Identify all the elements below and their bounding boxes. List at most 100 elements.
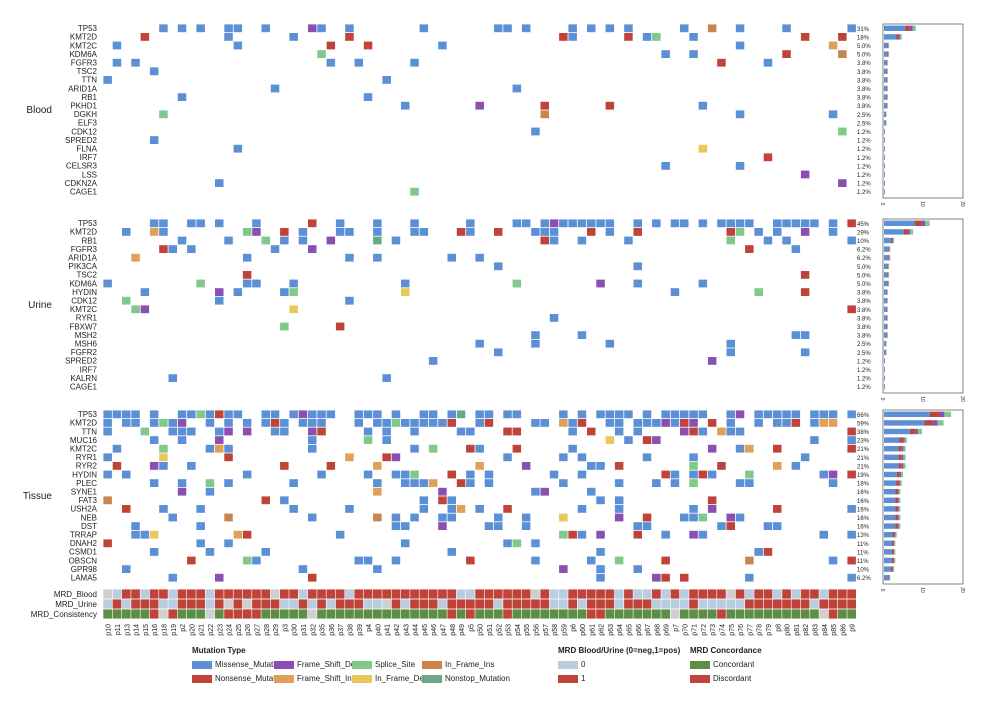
annotation-cell <box>224 599 233 608</box>
annotation-cell <box>494 599 503 608</box>
mutation-cell <box>410 471 419 479</box>
mutation-cell <box>103 453 112 461</box>
bar-axis-tick-urine-20: 20 <box>959 396 965 402</box>
mutation-cell <box>503 539 512 547</box>
mutation-cell <box>159 219 168 227</box>
sample-tick-label: p36 <box>329 624 336 636</box>
gene-bar-segment <box>884 289 887 294</box>
mutation-cell <box>215 574 224 582</box>
legend-label-concordant: Concordant <box>713 660 754 669</box>
bar-axis-tick-tissue-20: 20 <box>959 587 965 593</box>
annotation-cell <box>810 599 819 608</box>
sample-tick-label: p3 <box>282 624 289 632</box>
annotation-cell <box>568 589 577 598</box>
gene-bar-segment <box>884 69 887 74</box>
mutation-cell <box>410 428 419 436</box>
percent-label: 6.2% <box>857 576 871 582</box>
annotation-cell <box>243 609 252 618</box>
gene-bar-segment <box>915 429 918 434</box>
percent-label: 1.2% <box>857 130 871 136</box>
sample-tick-label: p23 <box>217 624 224 636</box>
legend-mrd-title: MRD Blood/Urine (0=neg,1=pos) <box>558 646 688 655</box>
mutation-cell <box>624 33 633 41</box>
gene-bar-segment <box>915 221 921 226</box>
percent-label: 16% <box>857 490 870 496</box>
sample-tick-label: p67 <box>645 624 652 636</box>
gene-bar-segment <box>898 489 899 494</box>
mutation-cell <box>150 436 159 444</box>
mutation-cell <box>708 445 717 453</box>
annotation-cell <box>699 609 708 618</box>
mutation-cell <box>224 33 233 41</box>
sample-tick-label: p48 <box>450 624 457 636</box>
sample-tick-label: p66 <box>636 624 643 636</box>
annotation-cell <box>485 609 494 618</box>
mutation-cell <box>652 219 661 227</box>
gene-bar-segment <box>899 463 902 468</box>
annotation-cell <box>438 589 447 598</box>
annotation-cell <box>596 589 605 598</box>
mutation-cell <box>708 505 717 513</box>
gene-bar-segment <box>904 229 908 234</box>
annotation-cell <box>364 609 373 618</box>
mutation-cell <box>606 436 615 444</box>
sample-tick-label: p18 <box>161 624 168 636</box>
gene-label: LAMA5 <box>71 574 98 583</box>
mutation-cell <box>262 24 271 32</box>
sample-tick-label: p52 <box>496 624 503 636</box>
annotation-cell <box>633 599 642 608</box>
mutation-cell <box>271 85 280 93</box>
percent-label: 1.2% <box>857 190 871 196</box>
mutation-cell <box>169 374 178 382</box>
percent-label: 29% <box>857 230 870 236</box>
mutation-cell <box>541 237 550 245</box>
mutation-cell <box>122 471 131 479</box>
gene-bar-segment <box>884 455 899 460</box>
legend-item-concordant: Concordant <box>690 660 754 669</box>
gene-bar-segment <box>908 229 910 234</box>
mutation-cell <box>792 245 801 253</box>
mutation-cell <box>401 280 410 288</box>
annotation-cell <box>252 589 261 598</box>
gene-bar-segment <box>884 506 895 511</box>
gene-bar-segment <box>887 298 888 303</box>
mutation-cell <box>392 419 401 427</box>
sample-tick-label: p27 <box>254 624 261 636</box>
sample-tick-label: p59 <box>561 624 568 636</box>
percent-label: 2.5% <box>857 121 871 127</box>
annotation-cell <box>438 609 447 618</box>
mutation-cell <box>494 228 503 236</box>
sample-tick-label: p6 <box>571 624 578 632</box>
mutation-cell <box>727 410 736 418</box>
annotation-cell <box>726 609 735 618</box>
annotation-cell <box>382 589 391 598</box>
annotation-cell <box>336 589 345 598</box>
legend-label-fs-ins: Frame_Shift_Ins <box>297 674 356 683</box>
mutation-cell <box>131 531 140 539</box>
percent-label: 11% <box>857 542 869 548</box>
mutation-cell <box>280 419 289 427</box>
mutation-cell <box>392 410 401 418</box>
mutation-cell <box>382 428 391 436</box>
mutation-cell <box>606 410 615 418</box>
gene-bar-segment <box>903 446 905 451</box>
annotation-cell <box>596 599 605 608</box>
mutation-cell <box>178 436 187 444</box>
annotation-cell <box>345 589 354 598</box>
gene-bar-segment <box>900 437 903 442</box>
annotation-cell <box>382 599 391 608</box>
percent-label: 5.0% <box>857 282 871 288</box>
mutation-cell <box>680 419 689 427</box>
sample-tick-label: p57 <box>543 624 550 636</box>
mutation-cell <box>541 419 550 427</box>
mutation-cell <box>615 419 624 427</box>
mutation-cell <box>596 531 605 539</box>
annotation-cell <box>438 599 447 608</box>
mutation-cell <box>847 445 856 453</box>
annotation-cell <box>168 609 177 618</box>
mutation-cell <box>308 219 317 227</box>
bar-axis-tick-tissue-10: 10 <box>919 587 925 593</box>
mutation-cell <box>606 340 615 348</box>
percent-label: 31% <box>857 27 870 33</box>
gene-bar-segment <box>884 238 891 243</box>
